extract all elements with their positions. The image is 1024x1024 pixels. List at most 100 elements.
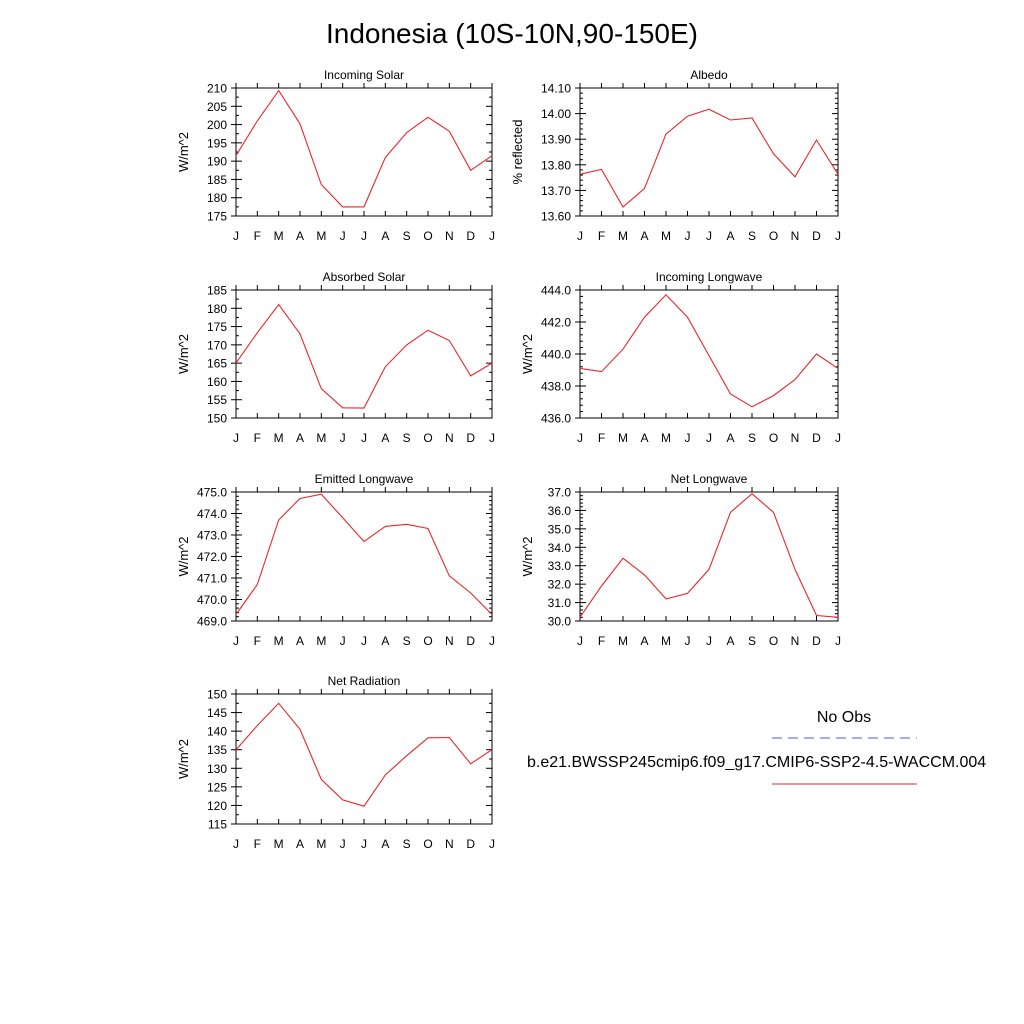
x-tick-label: F xyxy=(598,431,605,445)
panel-4: J F M A M J J A S O N D J469.0470.0471.0472.0473.047… xyxy=(176,472,495,648)
y-tick-label: 135 xyxy=(207,743,227,757)
x-tick-label: J xyxy=(835,634,841,648)
x-tick-label: J xyxy=(706,229,712,243)
x-tick-label: S xyxy=(403,837,411,851)
x-tick-label: N xyxy=(445,634,454,648)
x-tick-label: D xyxy=(466,229,475,243)
panel-title: Incoming Solar xyxy=(324,68,404,82)
y-tick-label: 472.0 xyxy=(197,550,227,564)
y-tick-label: 13.60 xyxy=(541,210,571,224)
y-tick-label: 474.0 xyxy=(197,507,227,521)
x-tick-label: J xyxy=(361,837,367,851)
y-tick-label: 195 xyxy=(207,136,227,150)
plot-frame xyxy=(579,491,839,622)
x-tick-label: J xyxy=(233,229,239,243)
x-tick-label: J xyxy=(489,837,495,851)
y-tick-label: 14.10 xyxy=(541,82,571,96)
y-tick-label: 13.80 xyxy=(541,158,571,172)
y-tick-label: 205 xyxy=(207,100,227,114)
panel-6: J F M A M J J A S O N D J115120125130135140145150Net… xyxy=(176,674,495,851)
y-tick-label: 37.0 xyxy=(548,486,572,500)
x-tick-label: A xyxy=(296,431,304,445)
panel-title: Net Longwave xyxy=(671,472,748,486)
y-tick-label: 440.0 xyxy=(541,348,571,362)
y-tick-label: 185 xyxy=(207,173,227,187)
x-tick-label: F xyxy=(254,634,261,648)
y-tick-label: 436.0 xyxy=(541,412,571,426)
y-axis-label: W/m^2 xyxy=(520,334,535,374)
x-tick-label: J xyxy=(685,634,691,648)
x-tick-label: J xyxy=(489,229,495,243)
panel-title: Albedo xyxy=(690,68,728,82)
x-tick-label: J xyxy=(340,634,346,648)
panel-2: J F M A M J J A S O N D J150155160165170175180185Abs… xyxy=(176,270,495,445)
x-tick-label: A xyxy=(296,634,304,648)
x-tick-label: J xyxy=(685,431,691,445)
y-tick-label: 190 xyxy=(207,155,227,169)
panel-title: Emitted Longwave xyxy=(315,472,414,486)
x-tick-label: D xyxy=(466,837,475,851)
figure-title: Indonesia (10S-10N,90-150E) xyxy=(325,18,698,49)
x-tick-label: M xyxy=(316,431,326,445)
x-tick-label: F xyxy=(254,837,261,851)
x-tick-label: M xyxy=(618,229,628,243)
x-tick-label: S xyxy=(748,634,756,648)
x-tick-label: F xyxy=(254,229,261,243)
x-tick-label: O xyxy=(423,634,432,648)
y-tick-label: 180 xyxy=(207,302,227,316)
x-tick-label: J xyxy=(835,229,841,243)
x-tick-label: O xyxy=(769,229,778,243)
y-tick-label: 170 xyxy=(207,338,227,352)
y-tick-label: 33.0 xyxy=(548,559,572,573)
y-tick-label: 140 xyxy=(207,725,227,739)
plot-frame xyxy=(235,491,493,622)
y-tick-label: 35.0 xyxy=(548,522,572,536)
y-tick-label: 130 xyxy=(207,762,227,776)
x-tick-label: S xyxy=(748,431,756,445)
y-tick-label: 180 xyxy=(207,191,227,205)
y-tick-label: 475.0 xyxy=(197,486,227,500)
y-tick-label: 125 xyxy=(207,780,227,794)
y-tick-label: 30.0 xyxy=(548,615,572,629)
x-tick-label: D xyxy=(466,634,475,648)
x-tick-label: A xyxy=(381,431,389,445)
x-tick-label: O xyxy=(423,229,432,243)
y-tick-label: 36.0 xyxy=(548,504,572,518)
x-tick-label: A xyxy=(381,229,389,243)
y-tick-label: 185 xyxy=(207,284,227,298)
y-axis-label: W/m^2 xyxy=(176,536,191,576)
x-tick-label: A xyxy=(726,431,734,445)
x-tick-label: J xyxy=(577,634,583,648)
x-tick-label: J xyxy=(361,634,367,648)
x-tick-label: M xyxy=(661,634,671,648)
series-line xyxy=(579,108,839,208)
x-tick-label: O xyxy=(423,837,432,851)
y-tick-label: 469.0 xyxy=(197,615,227,629)
series-line xyxy=(235,702,493,807)
x-tick-label: J xyxy=(233,431,239,445)
x-tick-label: M xyxy=(618,634,628,648)
x-tick-label: F xyxy=(598,229,605,243)
y-tick-label: 155 xyxy=(207,393,227,407)
x-tick-label: J xyxy=(340,229,346,243)
x-tick-label: N xyxy=(445,431,454,445)
plot-frame xyxy=(235,87,493,217)
x-tick-label: M xyxy=(274,431,284,445)
x-tick-label: J xyxy=(340,431,346,445)
x-tick-label: M xyxy=(618,431,628,445)
x-tick-label: A xyxy=(296,229,304,243)
x-tick-label: F xyxy=(254,431,261,445)
y-tick-label: 444.0 xyxy=(541,284,571,298)
y-tick-label: 13.70 xyxy=(541,184,571,198)
x-tick-label: J xyxy=(577,229,583,243)
x-tick-label: N xyxy=(791,634,800,648)
y-axis-label: W/m^2 xyxy=(520,536,535,576)
x-tick-label: O xyxy=(423,431,432,445)
y-tick-label: 473.0 xyxy=(197,529,227,543)
x-tick-label: J xyxy=(835,431,841,445)
x-tick-label: O xyxy=(769,431,778,445)
panel-1: J F M A M J J A S O N D J13.6013.7013.8013.9014.0014… xyxy=(510,68,841,243)
x-tick-label: O xyxy=(769,634,778,648)
y-tick-label: 470.0 xyxy=(197,593,227,607)
